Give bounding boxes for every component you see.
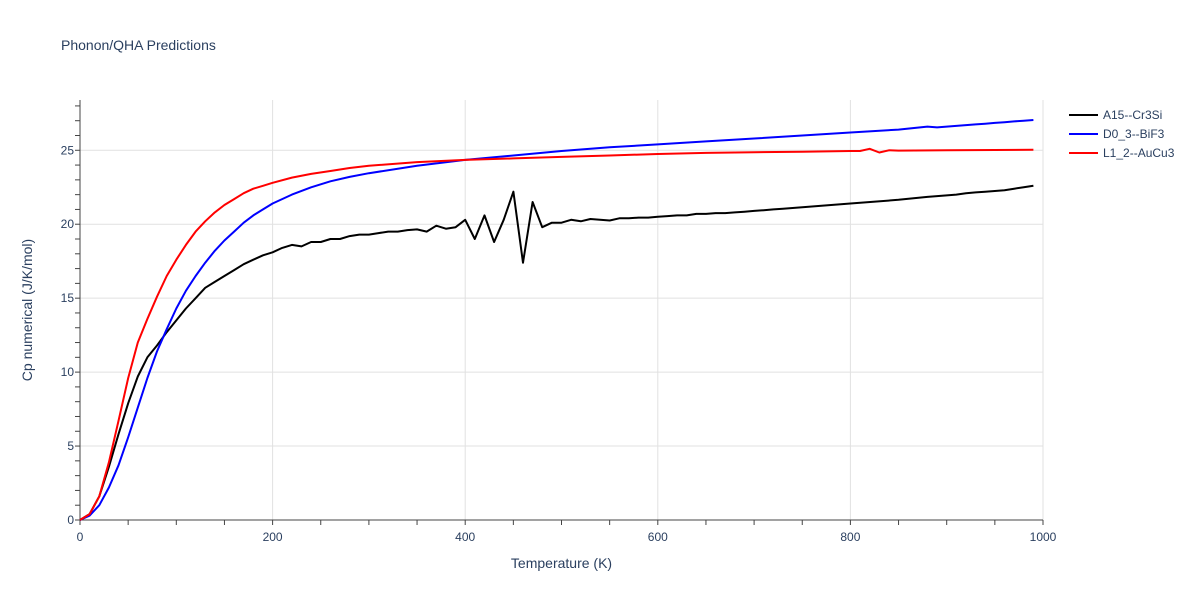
series-line-D0_3--BiF3[interactable] [79, 119, 1034, 521]
x-tick-label: 600 [648, 530, 668, 544]
series-layer [79, 119, 1034, 521]
legend-label: D0_3--BiF3 [1103, 127, 1165, 141]
y-tick-label: 0 [67, 513, 74, 527]
legend[interactable]: A15--Cr3Si D0_3--BiF3 L1_2--AuCu3 [1069, 108, 1175, 160]
axis-layer: 0 200 400 600 800 1000 0 5 10 15 20 25 [61, 100, 1057, 544]
legend-label: A15--Cr3Si [1103, 108, 1162, 122]
legend-label: L1_2--AuCu3 [1103, 146, 1175, 160]
x-axis-title: Temperature (K) [511, 555, 612, 571]
y-tick-label: 15 [61, 291, 75, 305]
x-tick-label: 0 [77, 530, 84, 544]
x-tick-label: 200 [263, 530, 283, 544]
x-tick-label: 1000 [1030, 530, 1057, 544]
legend-item[interactable]: A15--Cr3Si [1069, 108, 1162, 122]
series-line-A15--Cr3Si[interactable] [79, 184, 1034, 521]
x-tick-label: 400 [455, 530, 475, 544]
y-tick-label: 20 [61, 217, 75, 231]
series-line-L1_2--AuCu3[interactable] [79, 147, 1034, 521]
y-tick-label: 5 [67, 439, 74, 453]
legend-item[interactable]: L1_2--AuCu3 [1069, 146, 1175, 160]
grid-layer [80, 100, 1044, 520]
chart-title: Phonon/QHA Predictions [61, 37, 216, 53]
y-tick-label: 10 [61, 365, 75, 379]
x-tick-label: 800 [840, 530, 860, 544]
y-tick-label: 25 [61, 143, 75, 157]
legend-item[interactable]: D0_3--BiF3 [1069, 127, 1165, 141]
y-axis-title: Cp numerical (J/K/mol) [19, 239, 35, 381]
